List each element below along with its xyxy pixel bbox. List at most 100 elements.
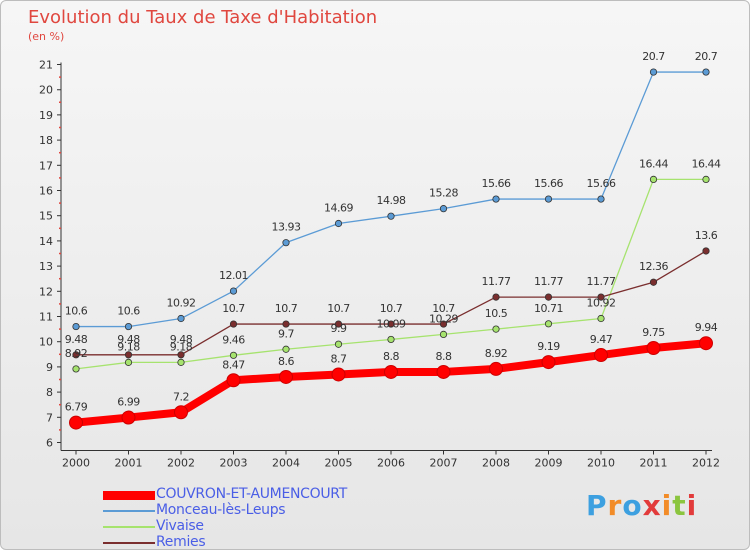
legend-swatch bbox=[103, 526, 155, 528]
data-label: 15.66 bbox=[587, 177, 616, 190]
data-label: 8.8 bbox=[383, 350, 399, 363]
y-tick-label: 14 bbox=[39, 235, 53, 248]
data-point bbox=[282, 345, 290, 353]
chart-title: Evolution du Taux de Taxe d'Habitation bbox=[28, 7, 378, 28]
data-label: 15.66 bbox=[482, 177, 511, 190]
data-point bbox=[72, 365, 80, 373]
data-label: 8.8 bbox=[436, 350, 452, 363]
x-tick-label: 2000 bbox=[62, 457, 90, 470]
data-point bbox=[597, 195, 605, 203]
legend-label: COUVRON-ET-AUMENCOURT bbox=[156, 486, 347, 502]
y-tick-label: 17 bbox=[39, 159, 53, 172]
data-point bbox=[334, 340, 343, 348]
data-label: 16.44 bbox=[639, 157, 668, 170]
legend-swatch bbox=[103, 542, 155, 544]
x-tick-label: 2005 bbox=[325, 457, 353, 470]
data-point bbox=[229, 351, 238, 359]
data-point bbox=[544, 195, 553, 203]
y-tick-label: 11 bbox=[39, 311, 53, 324]
legend-swatch bbox=[103, 510, 155, 512]
data-point bbox=[702, 247, 710, 255]
data-label: 6.99 bbox=[117, 396, 140, 409]
data-point bbox=[544, 293, 553, 301]
data-point bbox=[387, 320, 395, 328]
data-point bbox=[384, 364, 398, 379]
logo-letter: i bbox=[686, 489, 698, 522]
data-label: 9.75 bbox=[642, 326, 665, 339]
data-label: 8.92 bbox=[485, 347, 508, 360]
data-label: 10.7 bbox=[222, 302, 245, 315]
data-point bbox=[331, 367, 346, 382]
legend-item: COUVRON-ET-AUMENCOURT bbox=[103, 486, 423, 503]
proxiti-logo: Proxiti bbox=[586, 489, 697, 522]
data-label: 9.18 bbox=[117, 340, 140, 353]
data-point bbox=[649, 68, 658, 76]
data-label: 9.48 bbox=[117, 333, 140, 346]
legend: COUVRON-ET-AUMENCOURT Monceau-lès-Leups Vi… bbox=[103, 486, 423, 549]
data-label: 9.19 bbox=[537, 340, 560, 353]
x-tick-label: 2010 bbox=[587, 457, 615, 470]
data-label: 14.98 bbox=[377, 194, 406, 207]
data-label: 13.93 bbox=[272, 221, 301, 234]
data-label: 16.44 bbox=[692, 157, 721, 170]
data-point bbox=[541, 355, 556, 370]
data-point bbox=[649, 278, 658, 286]
legend-item: Vivaise bbox=[103, 518, 423, 535]
data-label: 11.77 bbox=[587, 275, 616, 288]
data-point bbox=[594, 348, 608, 363]
data-label: 11.77 bbox=[534, 275, 563, 288]
data-point bbox=[387, 212, 395, 220]
y-axis-unit: (en %) bbox=[28, 30, 65, 43]
data-label: 9.18 bbox=[170, 340, 193, 353]
data-label: 12.36 bbox=[639, 260, 668, 273]
legend-item: Monceau-lès-Leups bbox=[103, 502, 423, 519]
data-label: 20.7 bbox=[695, 50, 718, 63]
x-tick-label: 2006 bbox=[377, 457, 405, 470]
logo-letter: t bbox=[672, 489, 687, 522]
y-tick-label: 6 bbox=[46, 437, 53, 450]
legend-label: Monceau-lès-Leups bbox=[156, 502, 286, 518]
data-label: 12.01 bbox=[219, 269, 248, 282]
data-label: 10.09 bbox=[377, 317, 406, 330]
data-label: 9.7 bbox=[278, 327, 294, 340]
data-label: 9.47 bbox=[590, 333, 613, 346]
data-point bbox=[124, 322, 133, 331]
y-tick-label: 7 bbox=[46, 411, 53, 424]
data-label: 10.92 bbox=[587, 297, 616, 310]
data-point bbox=[646, 341, 661, 355]
data-point bbox=[436, 364, 451, 379]
logo-letter: P bbox=[586, 489, 608, 522]
data-point bbox=[229, 320, 238, 328]
y-tick-label: 20 bbox=[39, 84, 53, 97]
y-tick-label: 16 bbox=[39, 185, 53, 198]
data-label: 9.46 bbox=[222, 333, 245, 346]
data-label: 13.6 bbox=[695, 229, 718, 242]
x-tick-label: 2012 bbox=[692, 457, 720, 470]
data-point bbox=[226, 373, 241, 388]
y-tick-label: 8 bbox=[46, 386, 53, 399]
data-label: 9.94 bbox=[695, 321, 718, 334]
data-label: 10.7 bbox=[432, 302, 455, 315]
x-tick-label: 2001 bbox=[115, 457, 143, 470]
data-point bbox=[439, 330, 448, 338]
y-tick-label: 18 bbox=[39, 134, 53, 147]
y-tick-label: 19 bbox=[39, 109, 53, 122]
data-point bbox=[702, 68, 710, 76]
data-label: 10.29 bbox=[429, 312, 458, 325]
data-point bbox=[124, 351, 133, 359]
x-tick-label: 2008 bbox=[482, 457, 510, 470]
data-point bbox=[69, 415, 83, 430]
data-point bbox=[121, 410, 136, 425]
legend-swatch bbox=[103, 490, 155, 500]
x-tick-label: 2002 bbox=[167, 457, 195, 470]
data-point bbox=[597, 293, 605, 301]
y-tick-label: 12 bbox=[39, 285, 53, 298]
data-point bbox=[649, 175, 658, 184]
data-point bbox=[177, 314, 185, 323]
data-label: 20.7 bbox=[642, 50, 665, 63]
data-point bbox=[544, 320, 553, 328]
x-tick-label: 2003 bbox=[220, 457, 248, 470]
data-point bbox=[282, 320, 290, 328]
data-label: 8.7 bbox=[331, 352, 347, 365]
